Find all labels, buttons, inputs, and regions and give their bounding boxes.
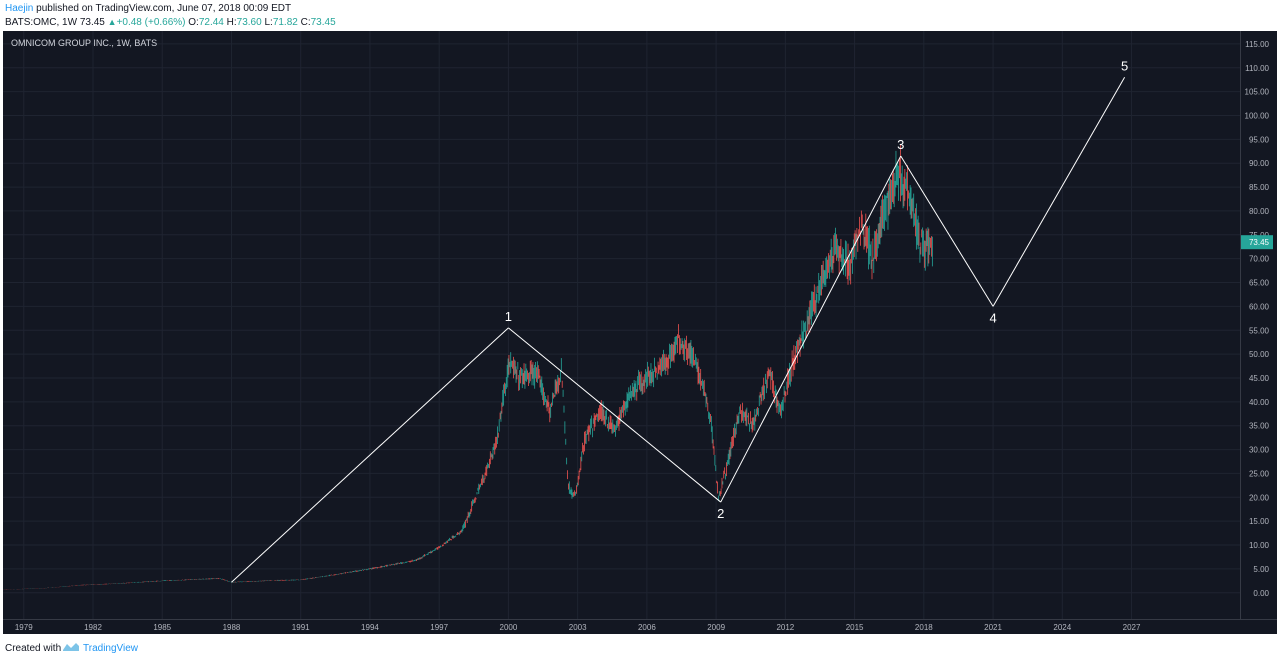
interval: 1W xyxy=(62,17,78,28)
wave-label: 5 xyxy=(1121,58,1128,73)
open-label: O: xyxy=(188,17,199,28)
x-tick-label: 2003 xyxy=(569,623,587,632)
y-tick-label: 115.00 xyxy=(1245,40,1269,49)
symbol: BATS:OMC, xyxy=(5,17,60,28)
published-text: published on TradingView.com, June 07, 2… xyxy=(36,3,292,14)
close-label: C: xyxy=(300,17,311,28)
x-tick-label: 2006 xyxy=(638,623,656,632)
x-tick-label: 1979 xyxy=(15,623,33,632)
chart-header: Haejin published on TradingView.com, Jun… xyxy=(0,0,1280,30)
wave-label: 1 xyxy=(505,309,512,324)
y-tick-label: 110.00 xyxy=(1245,64,1269,73)
y-tick-label: 85.00 xyxy=(1249,183,1270,192)
y-tick-label: 10.00 xyxy=(1249,541,1270,550)
y-tick-label: 40.00 xyxy=(1249,398,1270,407)
y-tick-label: 25.00 xyxy=(1249,469,1270,478)
tradingview-logo-icon[interactable] xyxy=(62,641,80,653)
x-tick-label: 2009 xyxy=(707,623,725,632)
low-value: 71.82 xyxy=(272,17,298,28)
y-tick-label: 80.00 xyxy=(1249,207,1270,216)
x-tick-label: 2000 xyxy=(500,623,518,632)
last-price-label: 73.45 xyxy=(1249,238,1270,247)
x-tick-label: 1994 xyxy=(361,623,379,632)
publish-info: Haejin published on TradingView.com, Jun… xyxy=(5,3,291,15)
y-tick-label: 55.00 xyxy=(1249,326,1270,335)
y-tick-label: 0.00 xyxy=(1253,589,1269,598)
high-label: H: xyxy=(226,17,237,28)
y-tick-label: 15.00 xyxy=(1249,517,1270,526)
wave-line xyxy=(992,77,1126,307)
y-tick-label: 50.00 xyxy=(1249,350,1270,359)
wave-line xyxy=(900,155,994,307)
x-tick-label: 2015 xyxy=(846,623,864,632)
y-tick-label: 105.00 xyxy=(1245,88,1270,97)
y-tick-label: 95.00 xyxy=(1249,135,1270,144)
x-tick-label: 1985 xyxy=(153,623,171,632)
author-link[interactable]: Haejin xyxy=(5,3,34,14)
y-tick-label: 45.00 xyxy=(1249,374,1270,383)
y-tick-label: 20.00 xyxy=(1249,493,1270,502)
up-arrow-icon: ▲ xyxy=(107,17,117,27)
created-with-text: Created with xyxy=(5,643,62,654)
y-tick-label: 60.00 xyxy=(1249,302,1270,311)
symbol-info: BATS:OMC, 1W 73.45 ▲+0.48 (+0.66%) O:72.… xyxy=(5,16,336,29)
x-tick-label: 1991 xyxy=(292,623,310,632)
price-change: +0.48 (+0.66%) xyxy=(116,17,186,28)
chart-area[interactable]: 1 2 3 4 5 0.00 5.00 10.00 15.00 20.00 25.00 30.00 3… xyxy=(3,31,1277,634)
x-tick-label: 2027 xyxy=(1123,623,1141,632)
open-value: 72.44 xyxy=(198,17,224,28)
y-tick-label: 65.00 xyxy=(1249,279,1270,288)
y-tick-label: 5.00 xyxy=(1253,565,1269,574)
y-tick-label: 30.00 xyxy=(1249,446,1270,455)
y-tick-label: 35.00 xyxy=(1249,422,1270,431)
tradingview-brand[interactable]: TradingView xyxy=(83,643,139,654)
x-tick-label: 1982 xyxy=(84,623,102,632)
wave-line xyxy=(508,327,722,503)
x-tick-label: 2024 xyxy=(1053,623,1071,632)
wave-label: 4 xyxy=(989,310,996,325)
y-tick-label: 70.00 xyxy=(1249,255,1270,264)
high-value: 73.60 xyxy=(236,17,262,28)
chart-title: OMNICOM GROUP INC., 1W, BATS xyxy=(11,38,157,48)
wave-line xyxy=(231,327,509,583)
x-tick-label: 2012 xyxy=(776,623,794,632)
close-value: 73.45 xyxy=(310,17,336,28)
x-tick-label: 2018 xyxy=(915,623,933,632)
low-label: L: xyxy=(264,17,273,28)
price-chart[interactable]: 1 2 3 4 5 0.00 5.00 10.00 15.00 20.00 25.00 30.00 3… xyxy=(3,31,1277,634)
wave-label: 2 xyxy=(717,506,724,521)
x-tick-label: 2021 xyxy=(984,623,1002,632)
x-tick-label: 1988 xyxy=(223,623,241,632)
last-price-badge xyxy=(1241,235,1273,250)
wave-line xyxy=(720,155,902,503)
last-price: 73.45 xyxy=(79,17,105,28)
y-tick-label: 100.00 xyxy=(1245,111,1270,120)
y-tick-label: 90.00 xyxy=(1249,159,1270,168)
footer: Created with TradingView xyxy=(0,636,1280,660)
wave-label: 3 xyxy=(897,137,904,152)
x-tick-label: 1997 xyxy=(430,623,448,632)
